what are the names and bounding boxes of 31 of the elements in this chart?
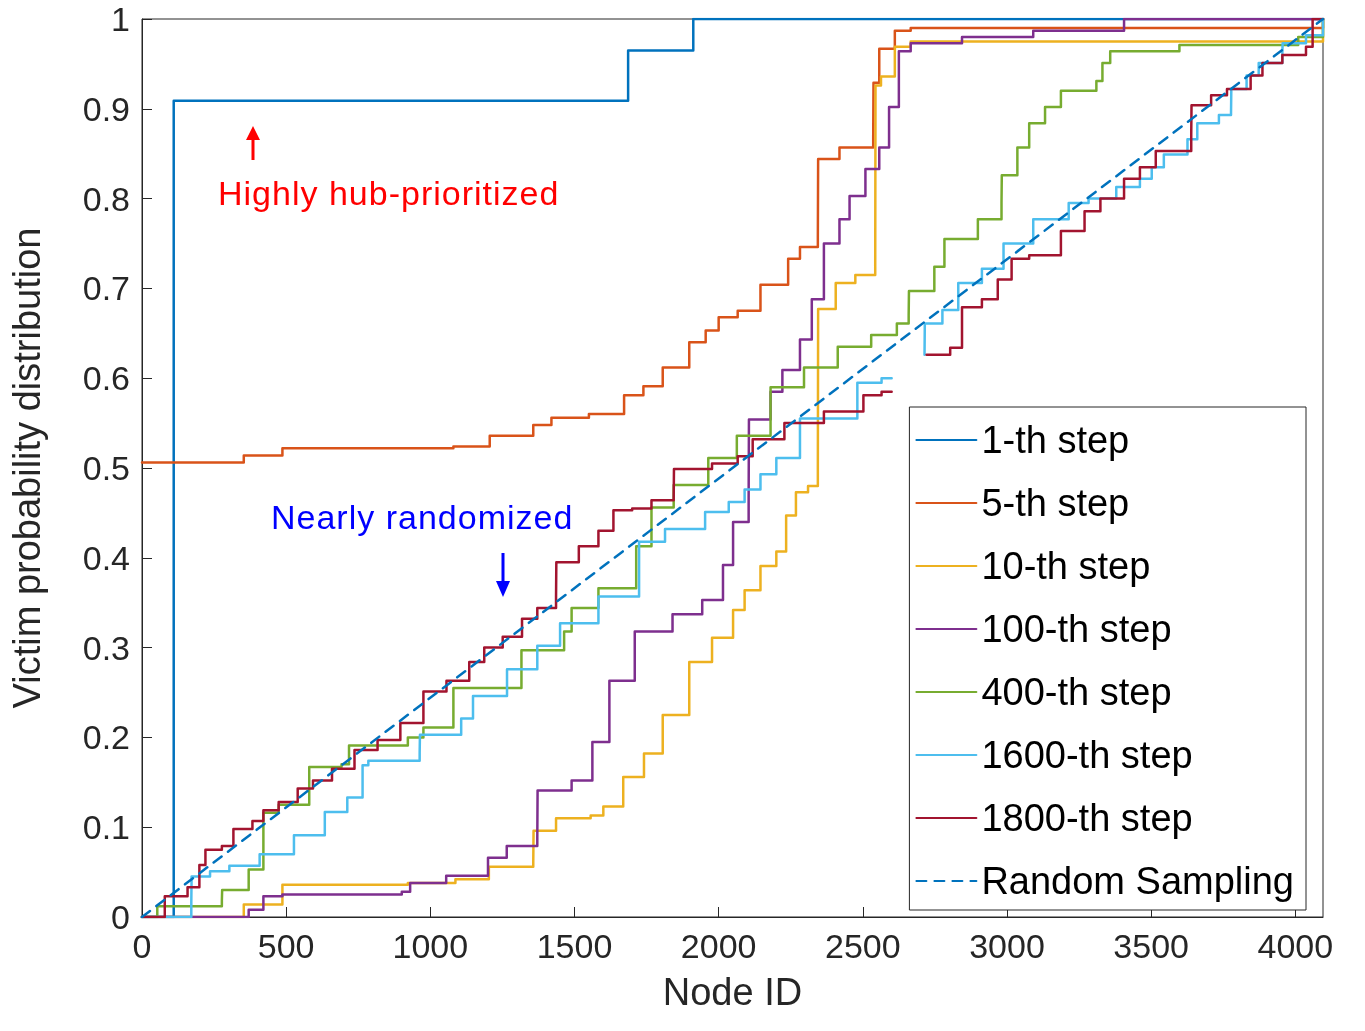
x-tick-label: 500: [257, 927, 315, 965]
y-tick-label: 0.7: [82, 269, 130, 308]
y-tick-label: 0.1: [82, 808, 130, 847]
y-tick-label: 0.3: [82, 628, 130, 667]
legend-label: 1600-th step: [981, 734, 1193, 776]
legend-label: Random Sampling: [981, 860, 1294, 902]
y-tick-label: 0.2: [82, 718, 130, 757]
y-tick-label: 0: [111, 898, 130, 936]
legend-label: 10-th step: [981, 545, 1151, 587]
y-tick-label: 0.4: [82, 538, 130, 577]
x-tick-label: 2500: [825, 927, 901, 965]
x-tick-label: 4000: [1257, 927, 1334, 965]
x-tick-label: 3000: [969, 927, 1045, 965]
y-tick-label: 1: [111, 0, 130, 38]
legend-label: 400-th step: [981, 671, 1172, 713]
y-tick-label: 0.9: [82, 89, 130, 128]
y-axis-title: Victim probability distribution: [6, 227, 48, 709]
legend-label: 1800-th step: [981, 797, 1193, 839]
x-tick-label: 1000: [392, 927, 469, 965]
y-tick-label: 0.6: [82, 359, 130, 398]
y-tick-label: 0.5: [82, 449, 130, 487]
legend-label: 100-th step: [981, 608, 1172, 650]
x-tick-label: 3500: [1113, 927, 1189, 965]
x-tick-label: 1500: [536, 927, 613, 965]
annotation: Highly hub-prioritized: [218, 174, 560, 213]
y-tick-label: 0.8: [82, 179, 130, 218]
annotation: Nearly randomized: [271, 497, 574, 537]
legend-label: 1-th step: [981, 419, 1130, 461]
x-tick-label: 2000: [680, 927, 757, 965]
x-axis-title: Node ID: [662, 971, 803, 1013]
legend-label: 5-th step: [981, 482, 1130, 524]
